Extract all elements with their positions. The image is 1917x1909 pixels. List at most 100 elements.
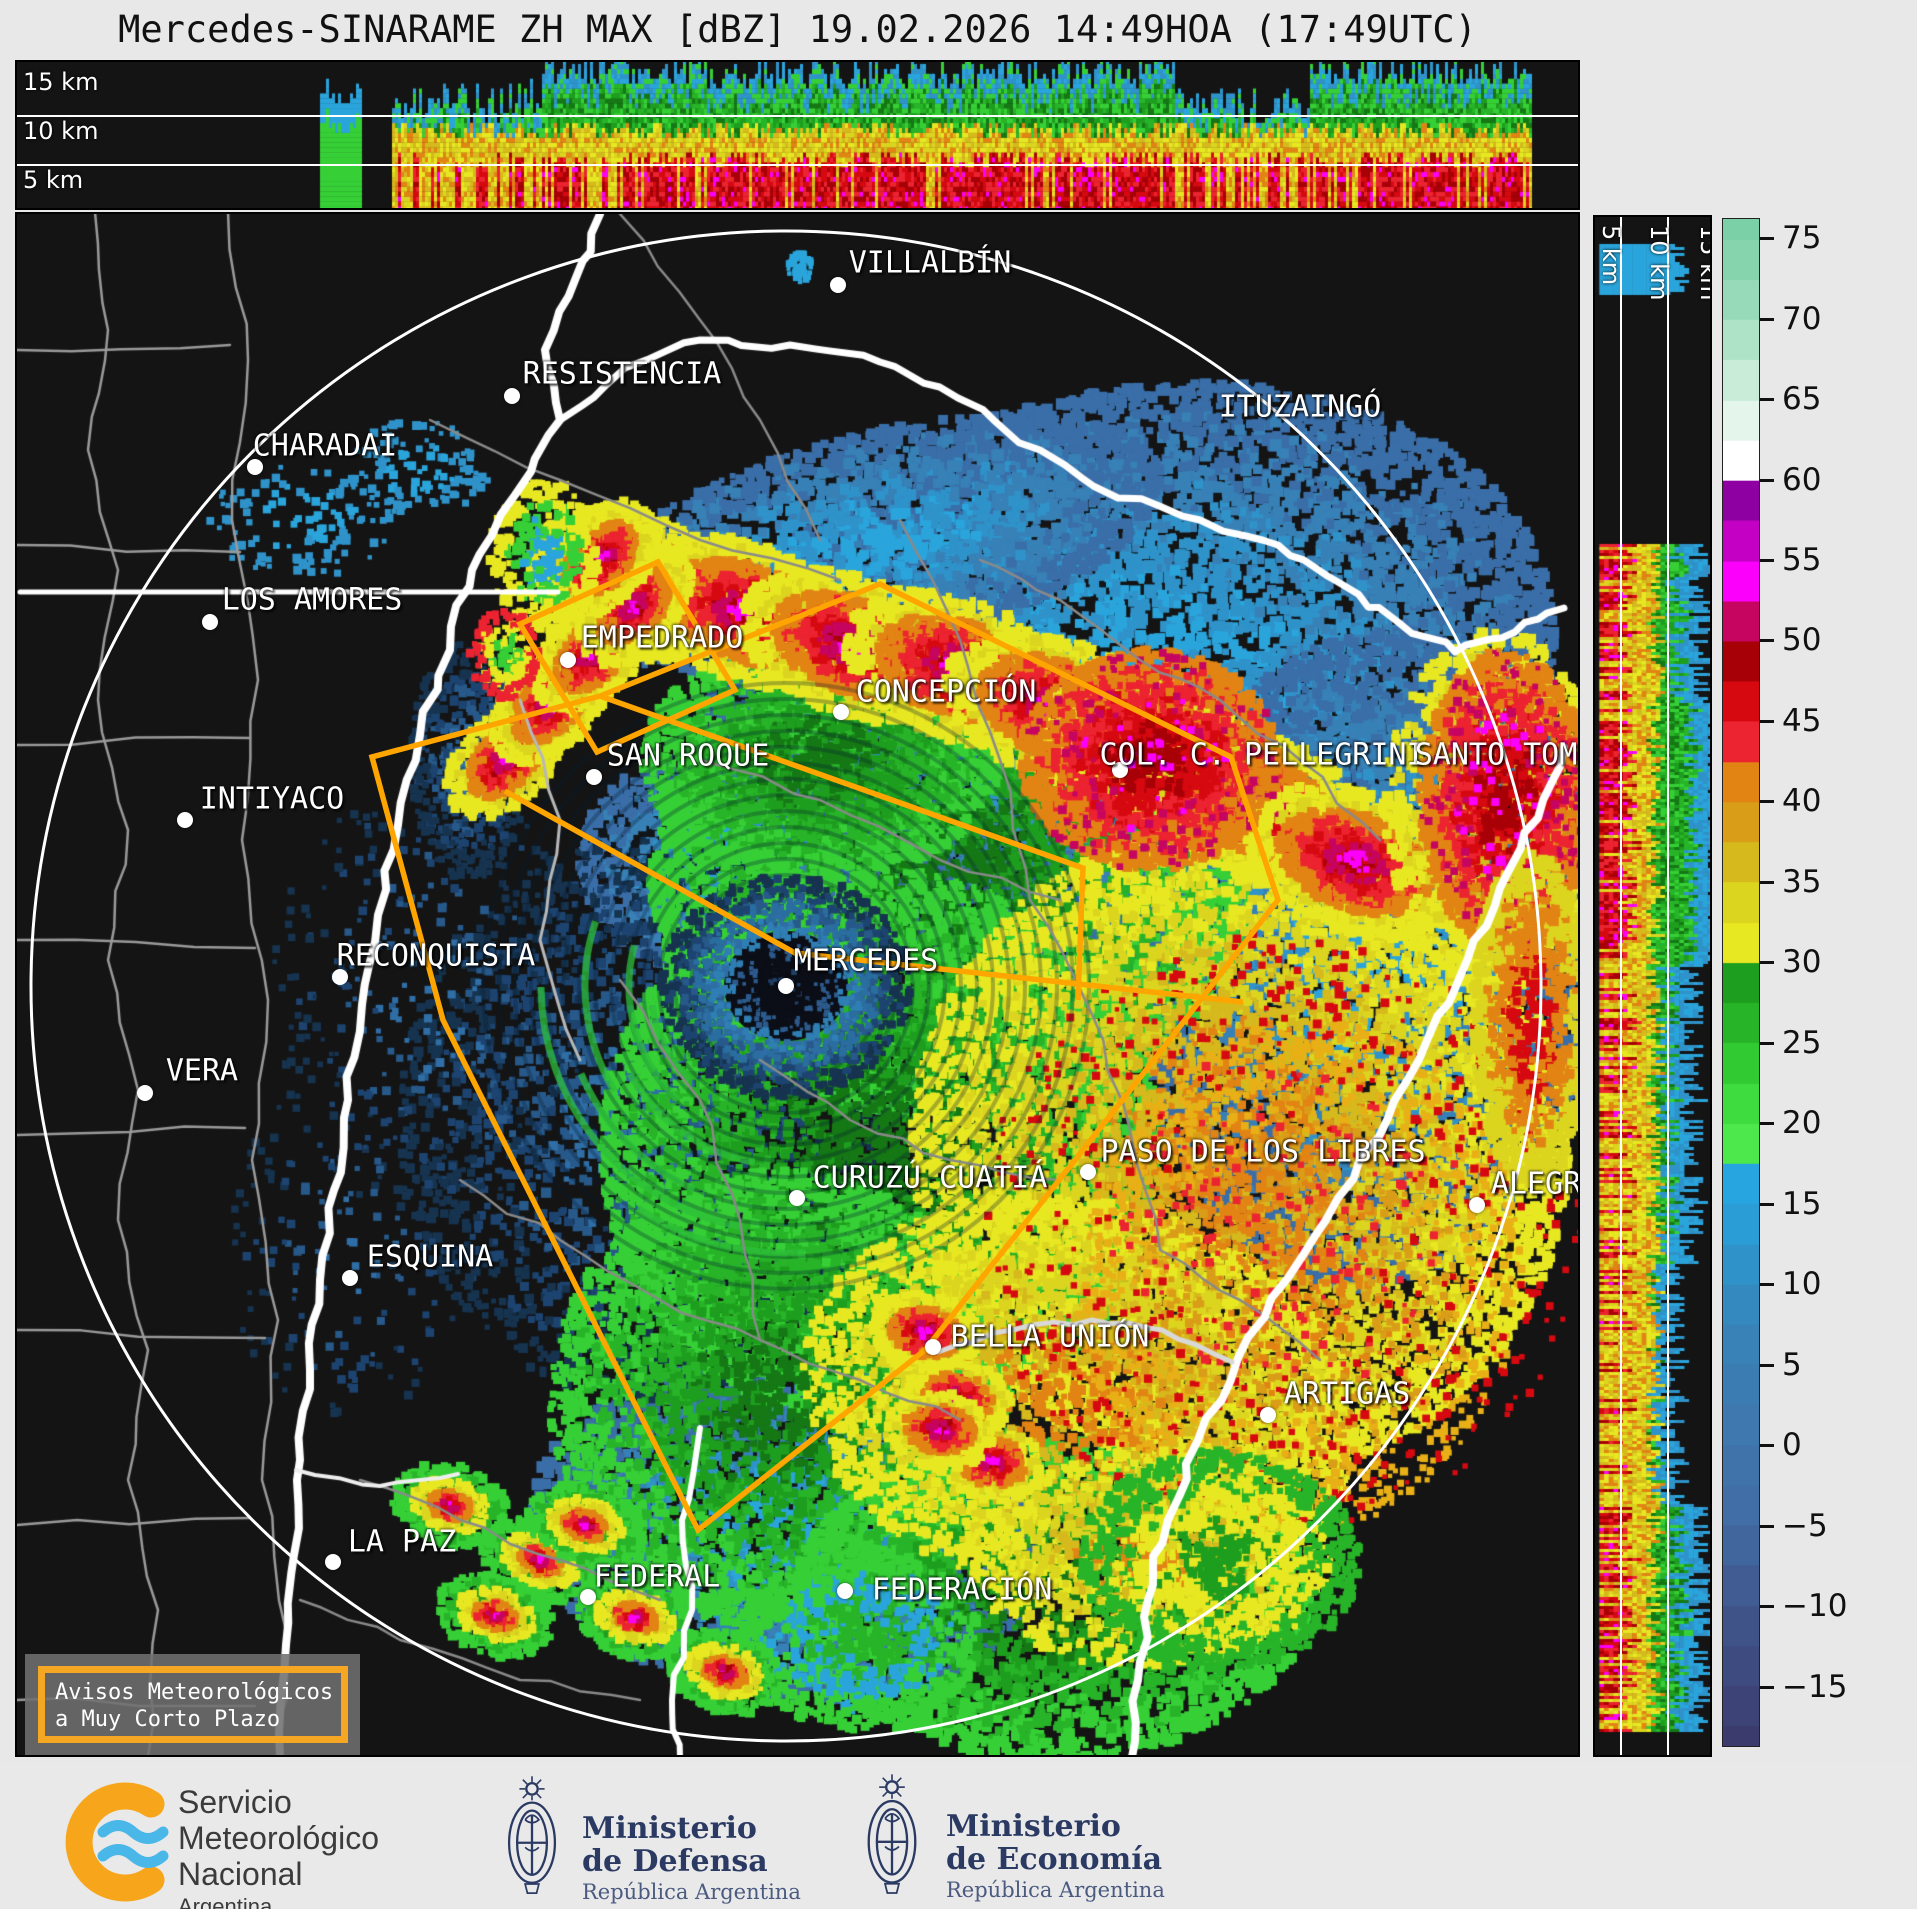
economia-country: República Argentina <box>946 1878 1165 1902</box>
colorbar-tick-mark <box>1760 317 1774 321</box>
colorbar-tick-label: 5 <box>1782 1346 1802 1383</box>
city-label: SANTO TOM <box>1414 737 1578 773</box>
warning-polygon-4 <box>516 558 739 756</box>
city-label: EMPEDRADO <box>580 620 744 656</box>
city-dot <box>504 388 520 404</box>
smn-line-1: Servicio <box>178 1784 292 1820</box>
colorbar-tick-label: 50 <box>1782 622 1822 659</box>
height-gridline <box>1620 217 1622 1755</box>
colorbar-tick-mark <box>1760 1122 1774 1126</box>
defensa-line-2: de Defensa <box>582 1844 768 1879</box>
colorbar-tick-label: 35 <box>1782 863 1822 900</box>
colorbar-tick-label: 70 <box>1782 300 1822 337</box>
warning-polygon-2 <box>599 693 1086 1001</box>
city-dot <box>560 652 576 668</box>
ministerio-defensa: Ministerio de Defensa República Argentin… <box>582 1812 801 1905</box>
city-label: ESQUINA <box>366 1239 494 1275</box>
city-dot <box>833 704 849 720</box>
side-cross-section-canvas <box>1595 217 1710 1755</box>
colorbar-tick-mark <box>1760 880 1774 884</box>
city-dot <box>342 1270 358 1286</box>
city-dot <box>1469 1197 1485 1213</box>
city-label: VERA <box>165 1053 239 1089</box>
city-dot <box>837 1583 853 1599</box>
city-dot <box>778 978 794 994</box>
city-label: VILLALBÍN <box>848 245 1012 281</box>
city-label: LA PAZ <box>347 1524 457 1560</box>
city-dot <box>247 459 263 475</box>
city-label: ALEGR <box>1490 1166 1580 1202</box>
warning-box: Avisos Meteorológicos a Muy Corto Plazo <box>25 1654 360 1755</box>
economia-line-2: de Economía <box>946 1842 1163 1877</box>
range-ring <box>29 229 1543 1743</box>
colorbar-tick-mark <box>1760 398 1774 402</box>
colorbar-tick-mark <box>1760 800 1774 804</box>
colorbar-tick-mark <box>1760 1283 1774 1287</box>
defensa-country: República Argentina <box>582 1880 801 1904</box>
city-label: FEDERAL <box>593 1559 721 1595</box>
city-label: ITUZAINGÓ <box>1218 389 1382 425</box>
top-height-label: 5 km <box>23 166 84 194</box>
city-dot <box>137 1085 153 1101</box>
city-dot <box>586 769 602 785</box>
warning-polygon-3 <box>503 788 1244 1005</box>
colorbar-tick-mark <box>1760 1524 1774 1528</box>
radar-echo-canvas <box>17 214 1578 1755</box>
map-overlay-svg <box>29 229 1543 1743</box>
city-label: CHARADAI <box>252 428 398 464</box>
colorbar-tick-label: 75 <box>1782 220 1822 257</box>
city-label: CONCEPCIÓN <box>855 674 1037 710</box>
city-dot <box>202 614 218 630</box>
colorbar-tick-label: 20 <box>1782 1105 1822 1142</box>
city-dot <box>1260 1407 1276 1423</box>
colorbar-tick-label: −5 <box>1782 1507 1828 1544</box>
colorbar-tick-mark <box>1760 961 1774 965</box>
city-dot <box>1080 1164 1096 1180</box>
ministerio-economia: Ministerio de Economía República Argenti… <box>946 1810 1165 1903</box>
colorbar-tick-label: 45 <box>1782 702 1822 739</box>
page-title: Mercedes-SINARAME ZH MAX [dBZ] 19.02.202… <box>118 8 1477 51</box>
colorbar-tick-label: 30 <box>1782 944 1822 981</box>
warning-box-border: Avisos Meteorológicos a Muy Corto Plazo <box>38 1666 348 1743</box>
colorbar-tick-mark <box>1760 237 1774 241</box>
city-dot <box>925 1339 941 1355</box>
top-cross-section-panel: 15 km 10 km 5 km <box>15 60 1580 210</box>
colorbar-tick-label: −10 <box>1782 1588 1848 1625</box>
colorbar-tick-label: 55 <box>1782 542 1822 578</box>
side-height-label: 10 km <box>1645 225 1673 301</box>
colorbar-tick-mark <box>1760 1444 1774 1448</box>
coat-of-arms-economia-icon <box>867 1774 917 1894</box>
side-cross-section-panel: 5 km 10 km 15 km <box>1593 215 1712 1757</box>
city-dot <box>332 969 348 985</box>
city-dot <box>325 1554 341 1570</box>
coat-of-arms-defensa-icon <box>507 1776 557 1894</box>
city-label: COL. C. PELLEGRINI <box>1099 737 1425 773</box>
warning-box-line1: Avisos Meteorológicos <box>55 1680 334 1705</box>
city-label: SAN ROQUE <box>606 738 770 774</box>
city-label: LOS AMORES <box>221 582 403 618</box>
colorbar-tick-label: 0 <box>1782 1427 1802 1464</box>
city-label: ARTIGAS <box>1283 1376 1411 1412</box>
colorbar-tick-label: 15 <box>1782 1185 1822 1222</box>
colorbar-tick-label: 60 <box>1782 461 1822 498</box>
defensa-line-1: Ministerio <box>582 1811 757 1846</box>
colorbar-tick-label: 25 <box>1782 1024 1822 1061</box>
economia-line-1: Ministerio <box>946 1809 1121 1844</box>
city-label: RESISTENCIA <box>522 356 722 392</box>
top-height-label: 15 km <box>23 68 99 96</box>
city-label: BELLA UNIÓN <box>950 1319 1150 1355</box>
height-gridline <box>17 115 1578 117</box>
colorbar-tick-mark <box>1760 1041 1774 1045</box>
smn-line-3: Nacional <box>178 1856 303 1892</box>
side-height-label: 5 km <box>1597 225 1625 286</box>
warning-polygon-1 <box>368 580 1282 1535</box>
city-dot <box>789 1190 805 1206</box>
colorbar-tick-mark <box>1760 1605 1774 1609</box>
colorbar-tick-label: −15 <box>1782 1668 1848 1705</box>
colorbar-tick-mark <box>1760 1685 1774 1689</box>
city-dot <box>580 1589 596 1605</box>
colorbar-tick-mark <box>1760 1202 1774 1206</box>
height-gridline <box>1667 217 1669 1755</box>
smn-country: Argentina <box>178 1894 273 1909</box>
